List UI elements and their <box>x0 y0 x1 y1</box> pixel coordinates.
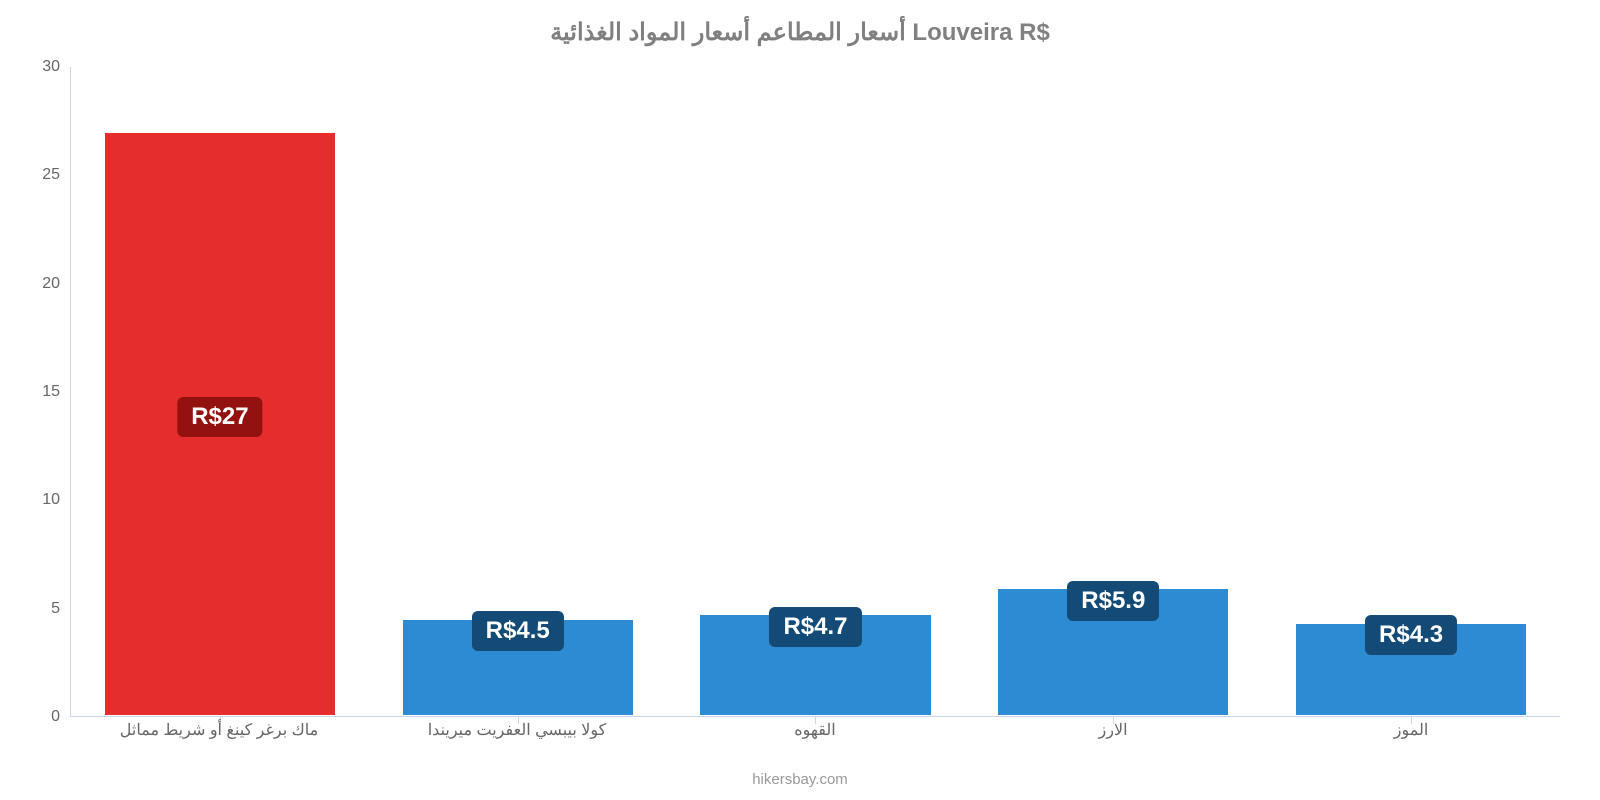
y-tick-label: 25 <box>42 166 60 184</box>
y-tick-label: 0 <box>51 708 60 726</box>
value-label: R$4.5 <box>472 611 564 651</box>
chart-title: أسعار المطاعم أسعار المواد الغذائية Louv… <box>0 0 1600 47</box>
x-tick-label: القهوه <box>666 720 964 740</box>
bar-slot: R$5.9 <box>964 67 1262 716</box>
bars-wrapper: R$27 R$4.5 R$4.7 R$5.9 R$4.3 <box>71 67 1560 716</box>
bar-slot: R$4.5 <box>369 67 667 716</box>
value-label: R$4.3 <box>1365 615 1457 655</box>
x-tick-label: كولا بيبسي العفريت ميريندا <box>368 720 666 740</box>
plot-area: R$27 R$4.5 R$4.7 R$5.9 R$4.3 <box>70 67 1560 717</box>
value-label: R$27 <box>177 397 262 437</box>
y-tick-label: 20 <box>42 275 60 293</box>
y-tick-label: 10 <box>42 491 60 509</box>
y-tick-label: 15 <box>42 383 60 401</box>
x-tick-label: الارز <box>964 720 1262 740</box>
x-tick-label: الموز <box>1262 720 1560 740</box>
y-axis: 051015202530 <box>20 67 60 717</box>
x-axis: ماك برغر كينغ أو شريط مماثلكولا بيبسي ال… <box>70 720 1560 740</box>
y-tick-label: 5 <box>51 600 60 618</box>
chart-container: 051015202530 R$27R$4.5R$4.7R$5.9R$4.3 <box>70 67 1560 717</box>
credit-label: hikersbay.com <box>0 771 1600 788</box>
value-label: R$4.7 <box>769 607 861 647</box>
y-tick-label: 30 <box>42 58 60 76</box>
x-tick-label: ماك برغر كينغ أو شريط مماثل <box>70 720 368 740</box>
value-label: R$5.9 <box>1067 581 1159 621</box>
bar-slot: R$4.7 <box>667 67 965 716</box>
bar-slot: R$27 <box>71 67 369 716</box>
bar-slot: R$4.3 <box>1262 67 1560 716</box>
